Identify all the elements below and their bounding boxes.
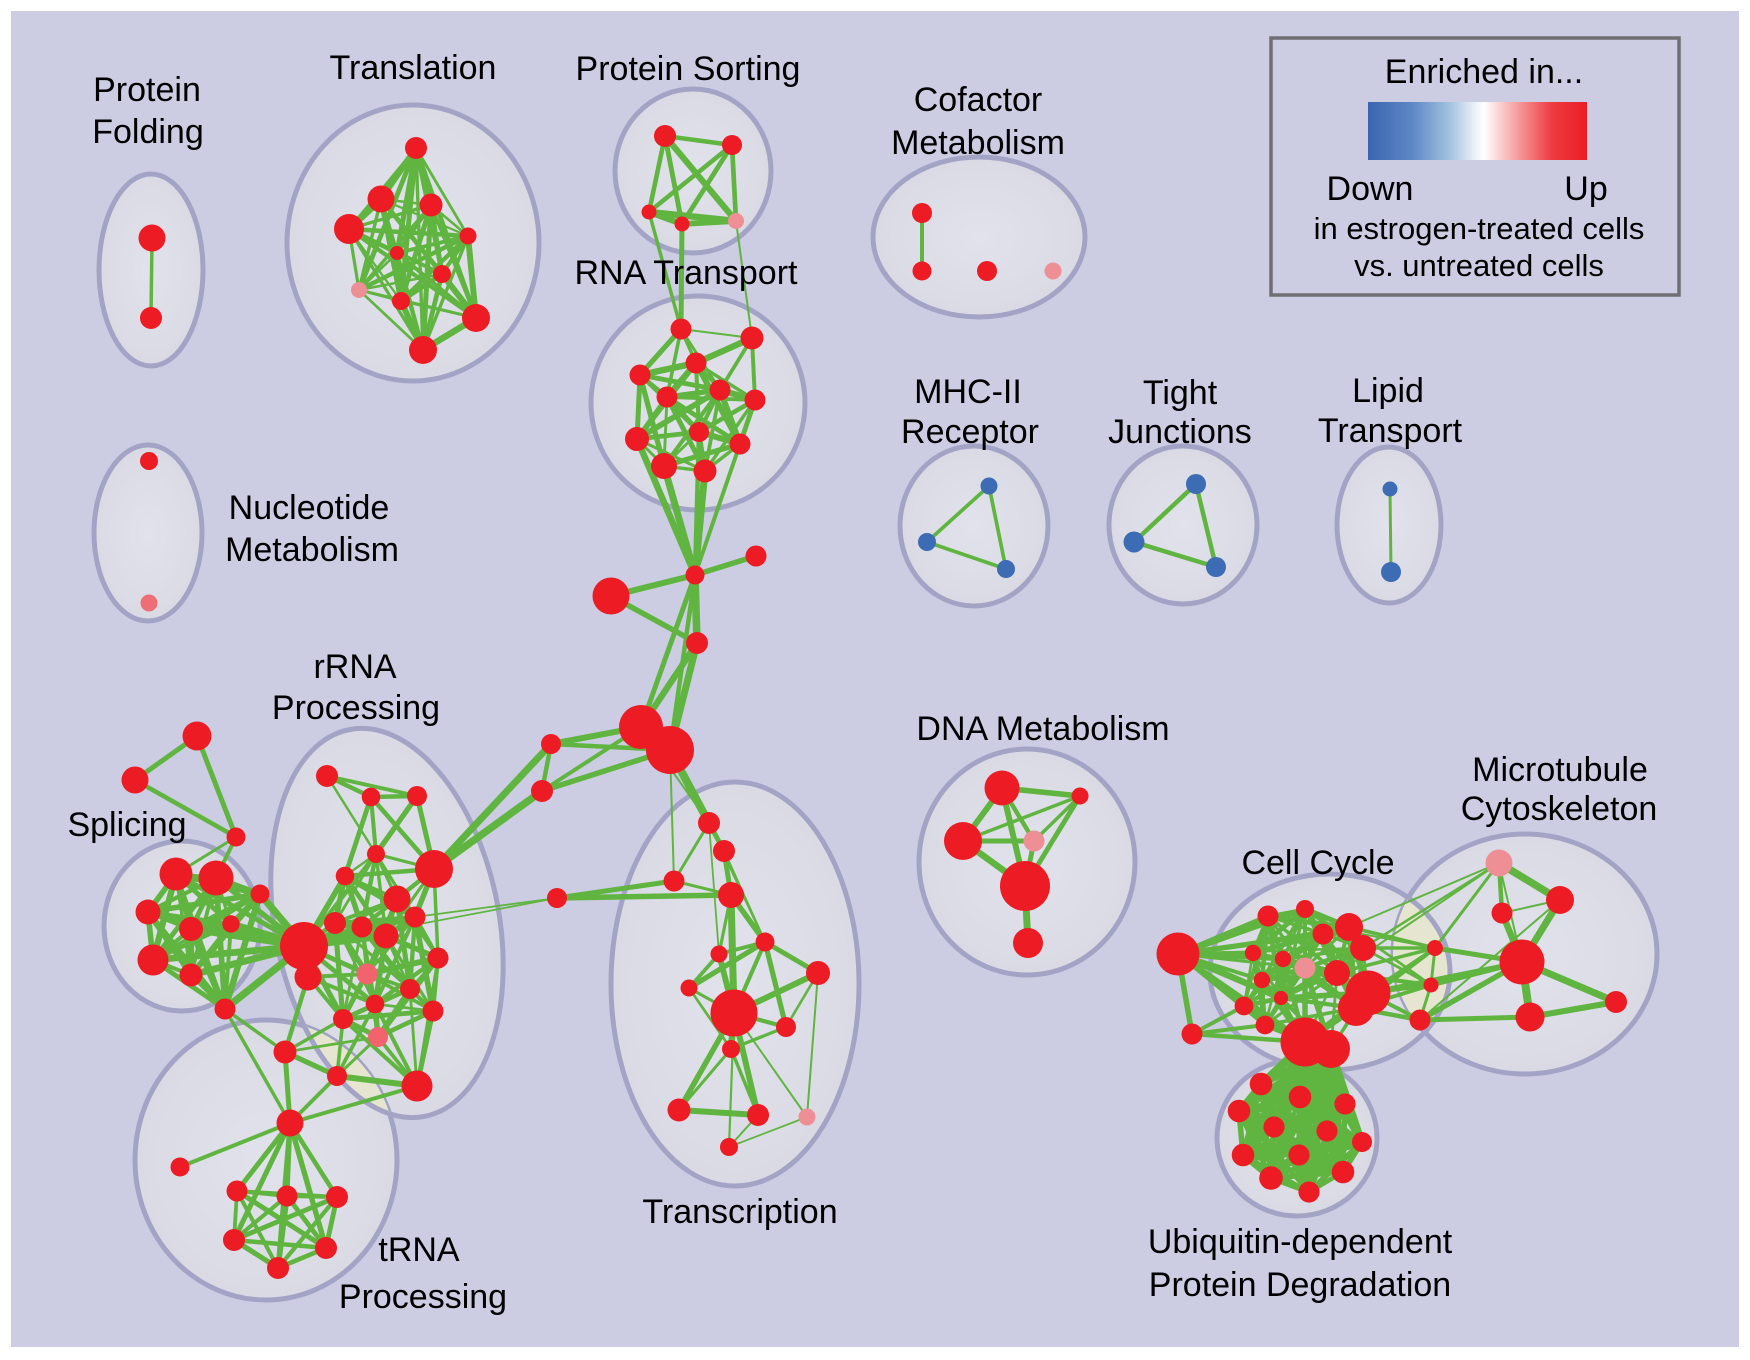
- svg-text:Transcription: Transcription: [642, 1193, 837, 1231]
- svg-text:tRNA: tRNA: [378, 1231, 460, 1269]
- svg-text:Tight: Tight: [1143, 374, 1218, 412]
- svg-text:Translation: Translation: [330, 49, 497, 87]
- svg-text:vs. untreated cells: vs. untreated cells: [1354, 248, 1604, 283]
- svg-text:Processing: Processing: [272, 689, 440, 727]
- svg-text:Nucleotide: Nucleotide: [229, 489, 390, 527]
- svg-text:Enriched in...: Enriched in...: [1385, 53, 1583, 91]
- svg-text:DNA Metabolism: DNA Metabolism: [916, 710, 1169, 748]
- svg-text:Metabolism: Metabolism: [891, 124, 1065, 162]
- svg-text:RNA Transport: RNA Transport: [575, 254, 799, 292]
- svg-text:in estrogen-treated cells: in estrogen-treated cells: [1314, 211, 1645, 246]
- svg-text:Up: Up: [1564, 170, 1607, 208]
- svg-text:Cell Cycle: Cell Cycle: [1241, 844, 1394, 882]
- svg-text:Splicing: Splicing: [67, 806, 186, 844]
- svg-text:Down: Down: [1327, 170, 1414, 208]
- svg-text:Ubiquitin-dependent: Ubiquitin-dependent: [1148, 1223, 1453, 1261]
- svg-text:rRNA: rRNA: [313, 648, 396, 686]
- svg-text:Protein Sorting: Protein Sorting: [576, 50, 801, 88]
- svg-text:Cytoskeleton: Cytoskeleton: [1461, 790, 1658, 828]
- svg-text:MHC-II: MHC-II: [914, 373, 1022, 411]
- svg-text:Receptor: Receptor: [901, 413, 1039, 451]
- svg-text:Cofactor: Cofactor: [914, 81, 1043, 119]
- svg-text:Junctions: Junctions: [1108, 413, 1252, 451]
- svg-text:Transport: Transport: [1318, 412, 1463, 450]
- svg-text:Folding: Folding: [92, 113, 204, 151]
- svg-text:Lipid: Lipid: [1352, 372, 1424, 410]
- svg-text:Protein: Protein: [93, 71, 201, 109]
- svg-text:Microtubule: Microtubule: [1472, 751, 1648, 789]
- svg-text:Processing: Processing: [339, 1278, 507, 1316]
- svg-text:Metabolism: Metabolism: [225, 531, 399, 569]
- svg-text:Protein Degradation: Protein Degradation: [1149, 1266, 1451, 1304]
